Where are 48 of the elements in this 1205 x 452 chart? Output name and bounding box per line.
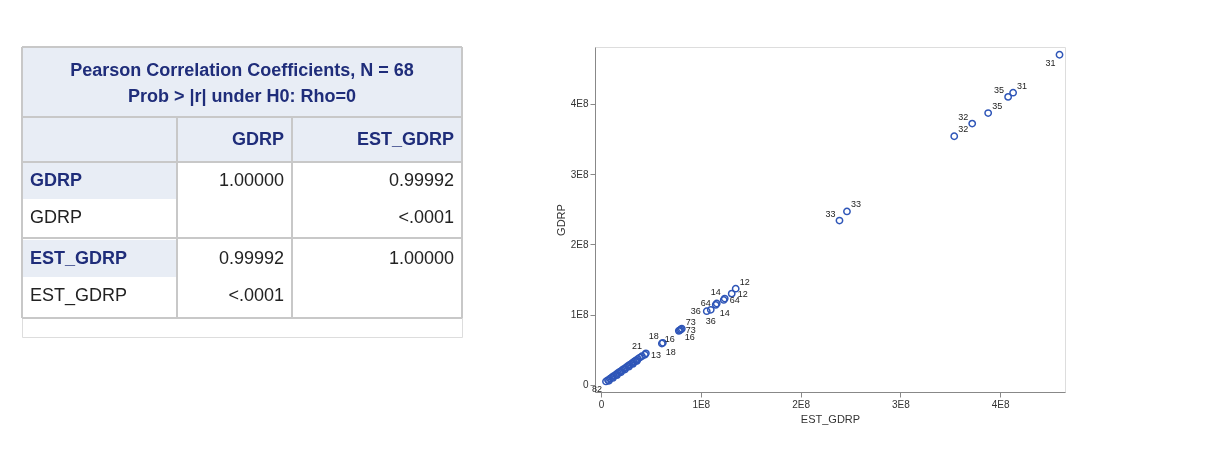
annotation: 13 bbox=[650, 349, 661, 360]
x-tick-label: 4E8 bbox=[991, 398, 1010, 410]
y-axis-title: GDRP bbox=[554, 204, 567, 236]
category-label: GDRP bbox=[30, 169, 83, 190]
y-tick-label: 3E8 bbox=[570, 168, 589, 180]
annotation: 31 bbox=[1017, 80, 1028, 91]
y-tick-label: 1E8 bbox=[570, 309, 589, 321]
x-tick-label: 0 bbox=[598, 398, 605, 410]
text: 1.00000 bbox=[218, 169, 284, 190]
annotation: 36 bbox=[705, 315, 716, 326]
annotation: 64 bbox=[700, 298, 711, 309]
x-tick-label: 3E8 bbox=[891, 398, 911, 410]
annotation: 35 bbox=[994, 84, 1005, 95]
x-axis-title: EST_GDRP bbox=[800, 412, 861, 425]
annotation: 35 bbox=[992, 101, 1003, 112]
x-tick-label: 1E8 bbox=[692, 398, 711, 410]
annotation: 18 bbox=[665, 346, 676, 357]
annotation: 32 bbox=[958, 124, 969, 135]
y-tick-label: 0 bbox=[582, 379, 589, 391]
category-label: EST_GDRP bbox=[356, 128, 454, 149]
x-tick-label: 2E8 bbox=[792, 398, 811, 410]
annotation: 82 bbox=[591, 384, 602, 395]
annotation: 33 bbox=[825, 208, 836, 219]
annotation: 36 bbox=[690, 306, 701, 317]
text: 0.99992 bbox=[388, 169, 454, 190]
annotation: 73 bbox=[685, 316, 696, 327]
annotation: 33 bbox=[850, 199, 861, 210]
text: Prob > |r| under H0: Rho=0 bbox=[127, 86, 357, 106]
text: <.0001 bbox=[228, 284, 284, 305]
text: 1.00000 bbox=[388, 247, 454, 268]
category-label: EST_GDRP bbox=[30, 247, 128, 268]
y-tick-label: 2E8 bbox=[570, 238, 589, 250]
category-label: GDRP bbox=[30, 206, 83, 227]
text: <.0001 bbox=[398, 206, 454, 227]
y-tick-label: 4E8 bbox=[570, 98, 589, 110]
annotation: 14 bbox=[710, 286, 721, 297]
annotation: 16 bbox=[664, 333, 675, 344]
annotation: 31 bbox=[1045, 57, 1056, 68]
category-label: GDRP bbox=[231, 128, 284, 149]
annotation: 14 bbox=[719, 307, 730, 318]
category-label: EST_GDRP bbox=[30, 284, 128, 305]
annotation: 21 bbox=[631, 341, 642, 352]
annotation: 64 bbox=[729, 294, 740, 305]
text: 0.99992 bbox=[218, 247, 284, 268]
annotation: 12 bbox=[739, 276, 750, 287]
annotation: 18 bbox=[648, 330, 659, 341]
text: Pearson Correlation Coefficients, N = 68 bbox=[70, 60, 414, 80]
annotation: 32 bbox=[958, 111, 969, 122]
